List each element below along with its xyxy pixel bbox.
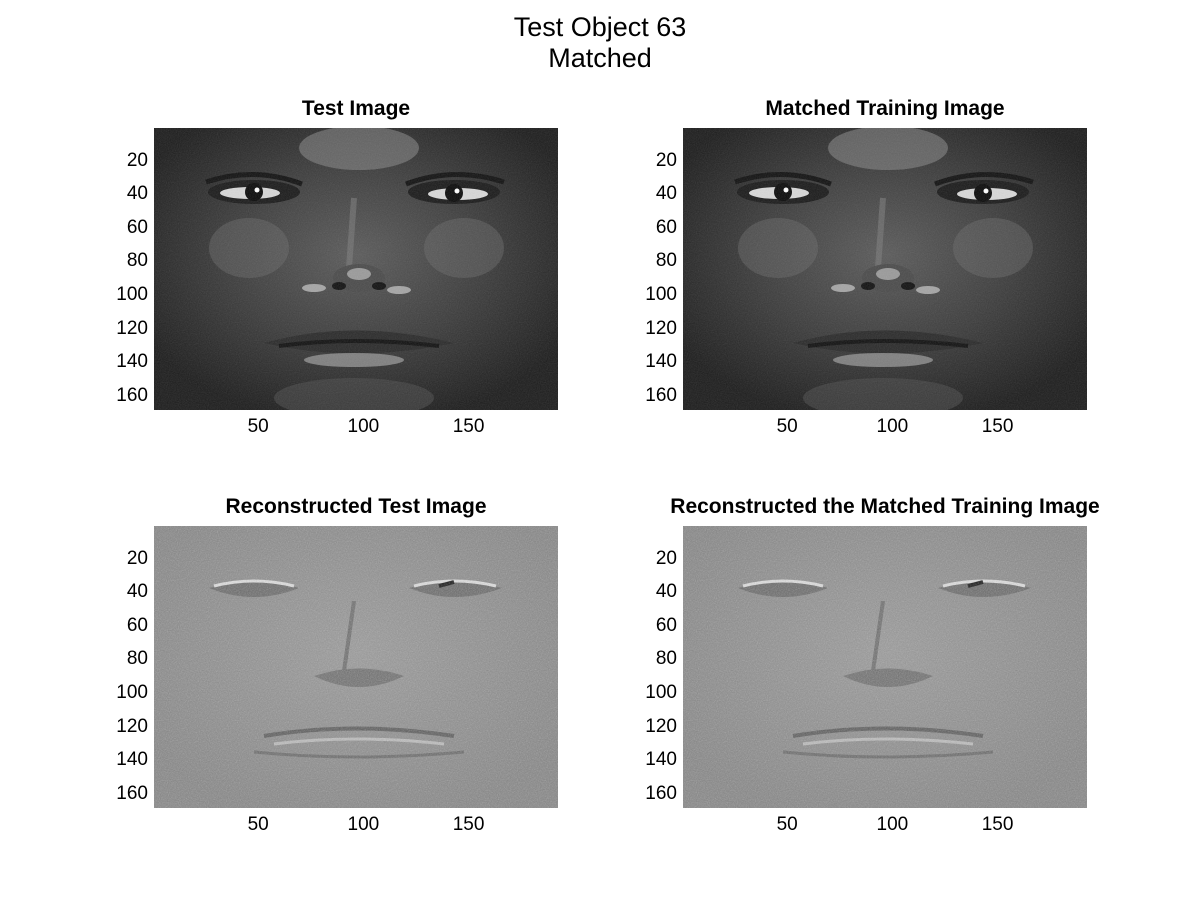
x-tick-label: 100 [347,814,380,835]
y-tick-label: 120 [116,715,148,737]
figure-title-line1: Test Object 63 [513,12,687,42]
y-tick-label: 40 [655,581,677,603]
panel-reconstructed-test-image: Reconstructed Test Image 20 40 60 80 100 120 1… [116,495,558,835]
x-tick-label: 100 [347,416,380,437]
face-image-svg [154,526,558,808]
face-image-svg [683,128,1087,410]
panel-matched-training-image: Matched Training Image 20 40 60 80 100 120 140… [645,97,1087,437]
panel-title: Reconstructed the Matched Training Image [670,495,1100,518]
y-tick-label: 80 [126,250,148,272]
y-tick-label: 160 [116,782,148,804]
x-tick-label: 100 [876,814,909,835]
y-tick-label: 20 [126,547,148,569]
x-tick-label: 50 [776,416,798,437]
y-tick-label: 40 [655,183,677,205]
y-tick-label: 100 [645,682,677,704]
x-tick-label: 50 [247,814,269,835]
y-tick-label: 80 [655,648,677,670]
face-image [154,526,558,808]
y-tick-label: 80 [126,648,148,670]
y-tick-label: 60 [655,614,677,636]
y-tick-label: 140 [645,351,677,373]
x-tick-label: 150 [452,416,485,437]
y-tick-label: 120 [645,317,677,339]
y-tick-label: 40 [126,183,148,205]
figure-title-line2: Matched [548,43,652,73]
y-tick-label: 140 [116,351,148,373]
y-tick-label: 40 [126,581,148,603]
y-tick-label: 100 [645,284,677,306]
panel-title: Reconstructed Test Image [225,495,487,518]
y-tick-label: 100 [116,284,148,306]
y-tick-label: 60 [655,216,677,238]
face-image-svg [154,128,558,410]
y-tick-label: 20 [126,149,148,171]
x-tick-label: 150 [452,814,485,835]
y-tick-label: 20 [655,149,677,171]
panel-title: Matched Training Image [765,97,1005,120]
panel-test-image: Test Image 20 40 60 80 100 120 140 160 50 100 150 [116,97,558,437]
y-tick-label: 100 [116,682,148,704]
y-tick-label: 160 [116,384,148,406]
panel-title: Test Image [301,97,411,120]
y-tick-label: 60 [126,216,148,238]
face-image [683,128,1087,410]
x-tick-label: 100 [876,416,909,437]
x-tick-label: 50 [776,814,798,835]
y-tick-label: 160 [645,782,677,804]
y-tick-label: 160 [645,384,677,406]
x-tick-label: 50 [247,416,269,437]
panel-reconstructed-matched-training-image: Reconstructed the Matched Training Image… [645,495,1099,835]
x-tick-label: 150 [981,814,1014,835]
y-tick-label: 120 [645,715,677,737]
y-tick-label: 140 [116,749,148,771]
y-tick-label: 20 [655,547,677,569]
face-image-svg [683,526,1087,808]
face-image [154,128,558,410]
face-image [683,526,1087,808]
y-tick-label: 60 [126,614,148,636]
x-tick-label: 150 [981,416,1014,437]
y-tick-label: 120 [116,317,148,339]
y-tick-label: 140 [645,749,677,771]
y-tick-label: 80 [655,250,677,272]
